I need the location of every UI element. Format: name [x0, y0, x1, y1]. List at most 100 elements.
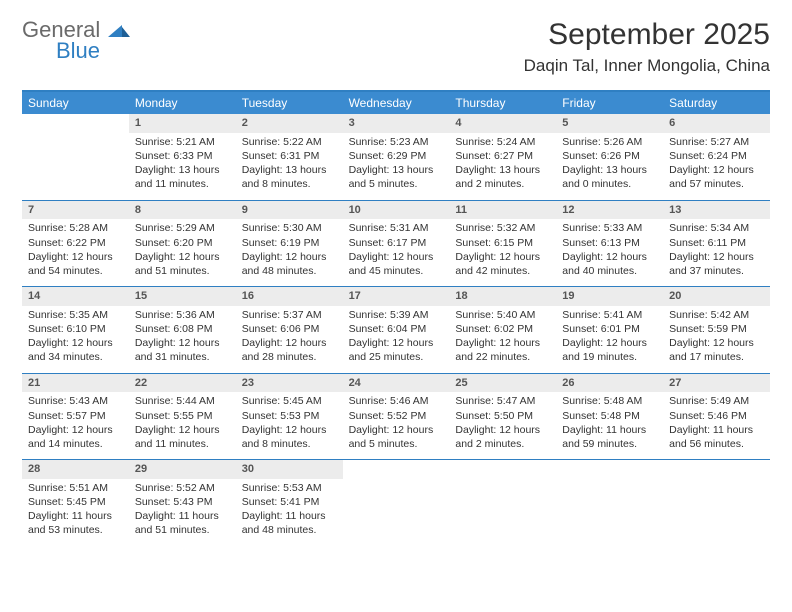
day-body: Sunrise: 5:27 AMSunset: 6:24 PMDaylight:… [663, 133, 770, 200]
day-cell: 29Sunrise: 5:52 AMSunset: 5:43 PMDayligh… [129, 460, 236, 546]
week-row: 14Sunrise: 5:35 AMSunset: 6:10 PMDayligh… [22, 287, 770, 374]
day-cell: . [556, 460, 663, 546]
day-body: Sunrise: 5:43 AMSunset: 5:57 PMDaylight:… [22, 392, 129, 459]
day-cell: 25Sunrise: 5:47 AMSunset: 5:50 PMDayligh… [449, 374, 556, 460]
day-cell: 23Sunrise: 5:45 AMSunset: 5:53 PMDayligh… [236, 374, 343, 460]
sunset-text: Sunset: 5:59 PM [669, 322, 764, 336]
day-number: 19 [556, 287, 663, 306]
day-number: 14 [22, 287, 129, 306]
sunset-text: Sunset: 6:29 PM [349, 149, 444, 163]
daylight-text: Daylight: 12 hours and 37 minutes. [669, 250, 764, 278]
sunrise-text: Sunrise: 5:49 AM [669, 394, 764, 408]
day-cell: 5Sunrise: 5:26 AMSunset: 6:26 PMDaylight… [556, 114, 663, 200]
sunset-text: Sunset: 5:53 PM [242, 409, 337, 423]
day-cell: 22Sunrise: 5:44 AMSunset: 5:55 PMDayligh… [129, 374, 236, 460]
day-number: 17 [343, 287, 450, 306]
day-body: Sunrise: 5:32 AMSunset: 6:15 PMDaylight:… [449, 219, 556, 286]
sunrise-text: Sunrise: 5:51 AM [28, 481, 123, 495]
daylight-text: Daylight: 13 hours and 8 minutes. [242, 163, 337, 191]
daylight-text: Daylight: 11 hours and 56 minutes. [669, 423, 764, 451]
day-body: Sunrise: 5:40 AMSunset: 6:02 PMDaylight:… [449, 306, 556, 373]
daylight-text: Daylight: 12 hours and 5 minutes. [349, 423, 444, 451]
dow-tuesday: Tuesday [236, 92, 343, 114]
day-cell: 11Sunrise: 5:32 AMSunset: 6:15 PMDayligh… [449, 201, 556, 287]
sunrise-text: Sunrise: 5:46 AM [349, 394, 444, 408]
day-number: 12 [556, 201, 663, 220]
sunrise-text: Sunrise: 5:43 AM [28, 394, 123, 408]
day-cell: 13Sunrise: 5:34 AMSunset: 6:11 PMDayligh… [663, 201, 770, 287]
day-number: 8 [129, 201, 236, 220]
daylight-text: Daylight: 12 hours and 8 minutes. [242, 423, 337, 451]
sunrise-text: Sunrise: 5:27 AM [669, 135, 764, 149]
sunrise-text: Sunrise: 5:34 AM [669, 221, 764, 235]
sunrise-text: Sunrise: 5:52 AM [135, 481, 230, 495]
sunset-text: Sunset: 6:01 PM [562, 322, 657, 336]
daylight-text: Daylight: 11 hours and 59 minutes. [562, 423, 657, 451]
day-cell: 16Sunrise: 5:37 AMSunset: 6:06 PMDayligh… [236, 287, 343, 373]
sunrise-text: Sunrise: 5:53 AM [242, 481, 337, 495]
day-cell: 2Sunrise: 5:22 AMSunset: 6:31 PMDaylight… [236, 114, 343, 200]
dow-saturday: Saturday [663, 92, 770, 114]
week-row: 28Sunrise: 5:51 AMSunset: 5:45 PMDayligh… [22, 460, 770, 546]
sunrise-text: Sunrise: 5:32 AM [455, 221, 550, 235]
day-number: 2 [236, 114, 343, 133]
day-body: Sunrise: 5:47 AMSunset: 5:50 PMDaylight:… [449, 392, 556, 459]
daylight-text: Daylight: 12 hours and 42 minutes. [455, 250, 550, 278]
week-row: 7Sunrise: 5:28 AMSunset: 6:22 PMDaylight… [22, 201, 770, 288]
day-cell: 8Sunrise: 5:29 AMSunset: 6:20 PMDaylight… [129, 201, 236, 287]
daylight-text: Daylight: 12 hours and 51 minutes. [135, 250, 230, 278]
sunrise-text: Sunrise: 5:35 AM [28, 308, 123, 322]
sunset-text: Sunset: 5:43 PM [135, 495, 230, 509]
sunset-text: Sunset: 5:57 PM [28, 409, 123, 423]
sunset-text: Sunset: 5:50 PM [455, 409, 550, 423]
sunset-text: Sunset: 6:24 PM [669, 149, 764, 163]
daylight-text: Daylight: 11 hours and 53 minutes. [28, 509, 123, 537]
day-number: 28 [22, 460, 129, 479]
sunrise-text: Sunrise: 5:36 AM [135, 308, 230, 322]
day-cell: 17Sunrise: 5:39 AMSunset: 6:04 PMDayligh… [343, 287, 450, 373]
sunrise-text: Sunrise: 5:44 AM [135, 394, 230, 408]
day-number: 20 [663, 287, 770, 306]
sunrise-text: Sunrise: 5:45 AM [242, 394, 337, 408]
daylight-text: Daylight: 11 hours and 51 minutes. [135, 509, 230, 537]
sunset-text: Sunset: 6:15 PM [455, 236, 550, 250]
day-cell: 6Sunrise: 5:27 AMSunset: 6:24 PMDaylight… [663, 114, 770, 200]
day-number: 24 [343, 374, 450, 393]
dow-thursday: Thursday [449, 92, 556, 114]
day-body: Sunrise: 5:28 AMSunset: 6:22 PMDaylight:… [22, 219, 129, 286]
day-cell: 28Sunrise: 5:51 AMSunset: 5:45 PMDayligh… [22, 460, 129, 546]
day-cell: 27Sunrise: 5:49 AMSunset: 5:46 PMDayligh… [663, 374, 770, 460]
page-title: September 2025 [524, 18, 770, 52]
day-cell: 24Sunrise: 5:46 AMSunset: 5:52 PMDayligh… [343, 374, 450, 460]
day-cell: . [22, 114, 129, 200]
daylight-text: Daylight: 13 hours and 11 minutes. [135, 163, 230, 191]
day-body: Sunrise: 5:34 AMSunset: 6:11 PMDaylight:… [663, 219, 770, 286]
calendar: Sunday Monday Tuesday Wednesday Thursday… [22, 90, 770, 546]
day-body: Sunrise: 5:39 AMSunset: 6:04 PMDaylight:… [343, 306, 450, 373]
sunrise-text: Sunrise: 5:21 AM [135, 135, 230, 149]
day-body: Sunrise: 5:42 AMSunset: 5:59 PMDaylight:… [663, 306, 770, 373]
logo: General Blue [22, 18, 130, 62]
day-number: 22 [129, 374, 236, 393]
day-body: Sunrise: 5:44 AMSunset: 5:55 PMDaylight:… [129, 392, 236, 459]
day-body: Sunrise: 5:29 AMSunset: 6:20 PMDaylight:… [129, 219, 236, 286]
dow-wednesday: Wednesday [343, 92, 450, 114]
sunrise-text: Sunrise: 5:42 AM [669, 308, 764, 322]
day-number: 21 [22, 374, 129, 393]
day-cell: 15Sunrise: 5:36 AMSunset: 6:08 PMDayligh… [129, 287, 236, 373]
daylight-text: Daylight: 12 hours and 17 minutes. [669, 336, 764, 364]
day-number: 4 [449, 114, 556, 133]
sunset-text: Sunset: 6:10 PM [28, 322, 123, 336]
sunrise-text: Sunrise: 5:41 AM [562, 308, 657, 322]
logo-mark-icon [108, 17, 130, 42]
daylight-text: Daylight: 13 hours and 0 minutes. [562, 163, 657, 191]
sunrise-text: Sunrise: 5:48 AM [562, 394, 657, 408]
sunrise-text: Sunrise: 5:28 AM [28, 221, 123, 235]
sunset-text: Sunset: 6:26 PM [562, 149, 657, 163]
daylight-text: Daylight: 12 hours and 40 minutes. [562, 250, 657, 278]
sunrise-text: Sunrise: 5:39 AM [349, 308, 444, 322]
sunrise-text: Sunrise: 5:40 AM [455, 308, 550, 322]
day-body: Sunrise: 5:53 AMSunset: 5:41 PMDaylight:… [236, 479, 343, 546]
daylight-text: Daylight: 12 hours and 34 minutes. [28, 336, 123, 364]
sunrise-text: Sunrise: 5:23 AM [349, 135, 444, 149]
